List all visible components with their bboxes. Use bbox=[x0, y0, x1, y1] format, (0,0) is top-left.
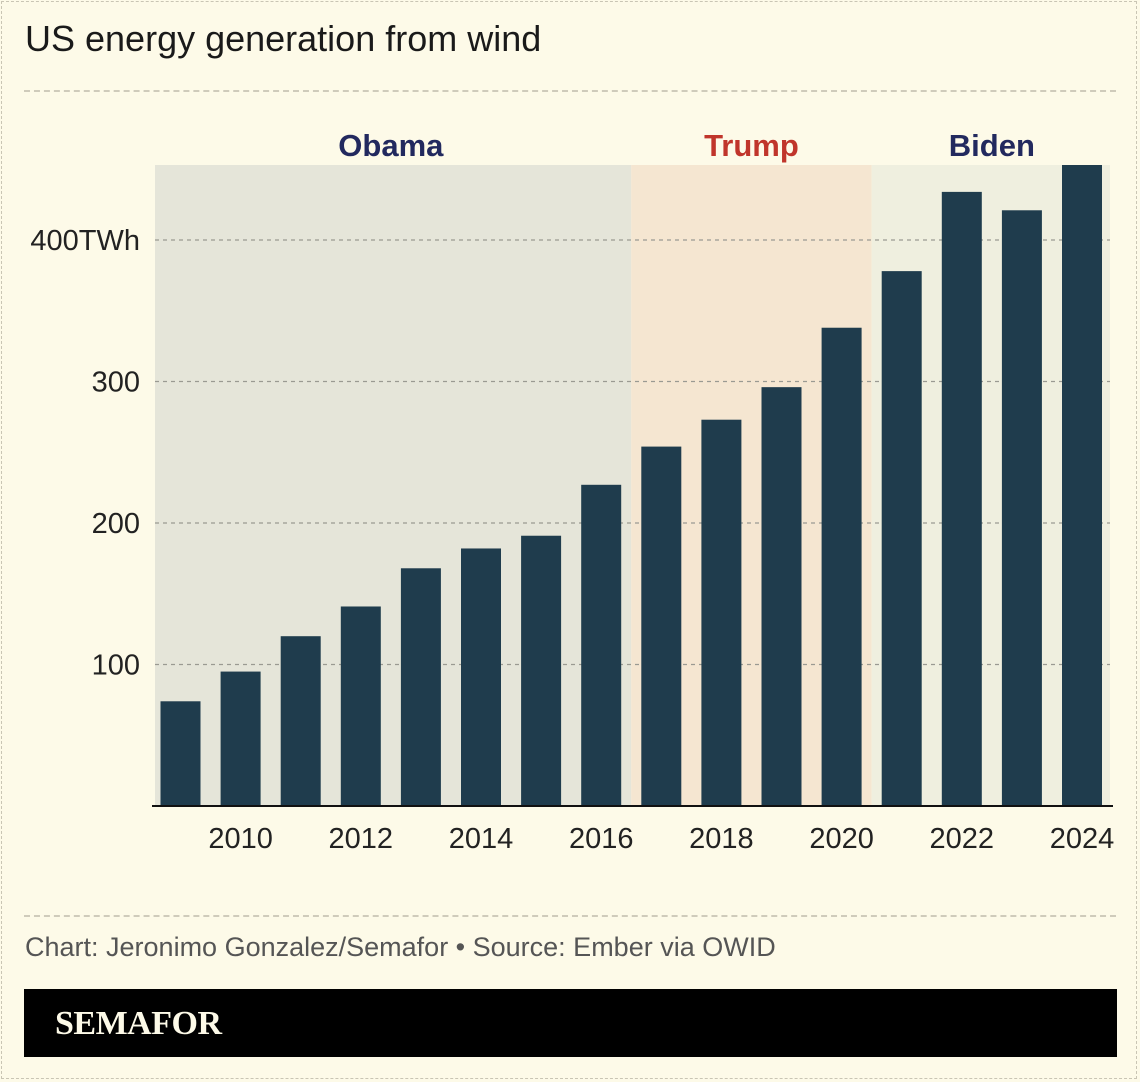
bar-2017 bbox=[641, 446, 682, 806]
bar-2009 bbox=[160, 701, 201, 806]
x-tick-label: 2022 bbox=[930, 823, 995, 855]
period-label-obama: Obama bbox=[338, 128, 444, 163]
bar-2016 bbox=[581, 484, 622, 806]
period-label-trump: Trump bbox=[704, 128, 799, 163]
x-tick-label: 2018 bbox=[689, 823, 754, 855]
x-tick-label: 2024 bbox=[1050, 823, 1115, 855]
wind-generation-chart: Obama Trump Biden 100 200 300 400TWh 2010 2012 20… bbox=[30, 128, 1115, 855]
bar-2015 bbox=[521, 535, 562, 806]
period-label-biden: Biden bbox=[949, 128, 1035, 163]
semafor-logo: SEMAFOR bbox=[55, 1005, 222, 1042]
x-tick-label: 2010 bbox=[208, 823, 273, 855]
y-tick-label: 100 bbox=[92, 649, 140, 681]
bar-2011 bbox=[280, 636, 321, 806]
bar-2012 bbox=[340, 606, 381, 806]
bar-2021 bbox=[881, 271, 922, 806]
bar-2013 bbox=[400, 568, 441, 806]
y-tick-label: 400TWh bbox=[30, 225, 140, 257]
top-divider bbox=[24, 90, 1116, 92]
x-tick-label: 2014 bbox=[449, 823, 514, 855]
chart-credit: Chart: Jeronimo Gonzalez/Semafor • Sourc… bbox=[25, 932, 776, 962]
bottom-divider bbox=[24, 915, 1116, 917]
x-tick-label: 2016 bbox=[569, 823, 634, 855]
bar-2024 bbox=[1062, 165, 1102, 806]
bar-2019 bbox=[761, 387, 802, 806]
x-tick-label: 2012 bbox=[329, 823, 394, 855]
chart-title: US energy generation from wind bbox=[25, 18, 542, 59]
bar-2020 bbox=[821, 327, 862, 806]
bar-2014 bbox=[461, 548, 501, 806]
y-tick-label: 200 bbox=[92, 508, 140, 540]
bar-2023 bbox=[1001, 210, 1042, 807]
bar-2010 bbox=[220, 671, 261, 806]
bar-2018 bbox=[701, 419, 742, 806]
brand-bar: SEMAFOR bbox=[24, 989, 1117, 1057]
x-tick-label: 2020 bbox=[809, 823, 874, 855]
bar-2022 bbox=[941, 191, 982, 807]
y-tick-label: 300 bbox=[92, 366, 140, 398]
